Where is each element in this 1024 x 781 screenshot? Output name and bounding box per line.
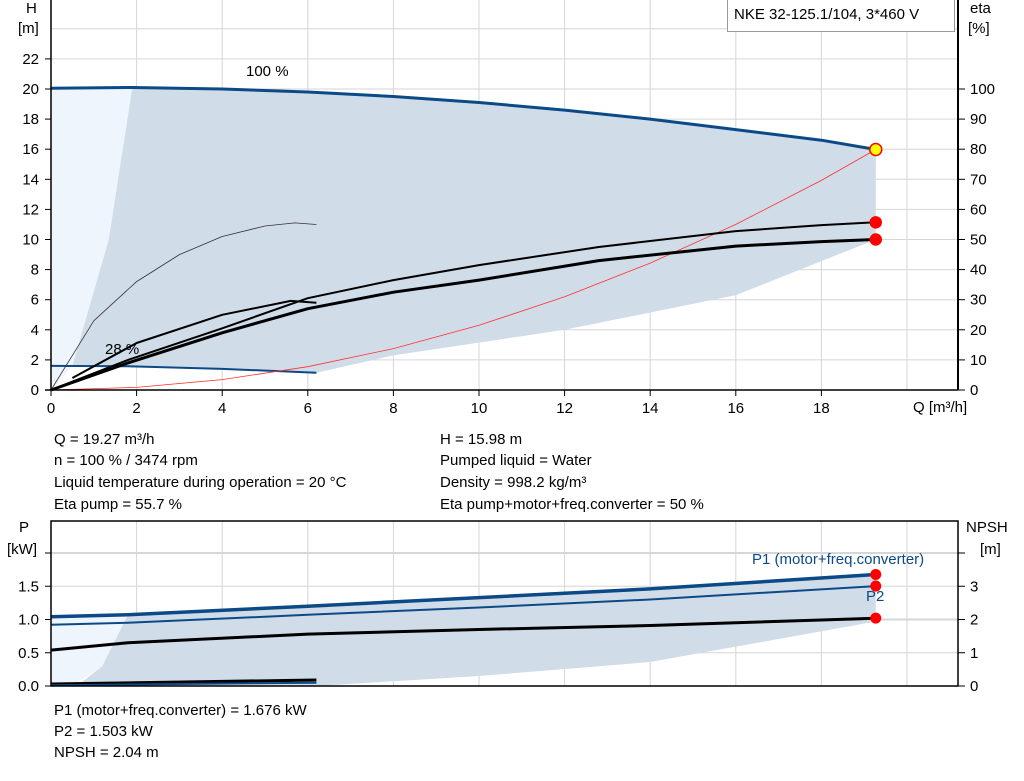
- eta-axis-label: eta: [970, 0, 991, 17]
- low-flow-area: [51, 87, 133, 391]
- p2-curve-label: P2: [866, 588, 885, 605]
- low-flow-area-power: [51, 614, 129, 686]
- p1-curve-label: P1 (motor+freq.converter): [752, 551, 925, 568]
- curve-eta-pump-100: [50, 221, 876, 391]
- power-plot-frame: [50, 520, 959, 687]
- h-tick-label: 22: [22, 51, 39, 68]
- q-tick-label: 10: [471, 400, 488, 417]
- p-axis-unit: [kW]: [7, 541, 37, 558]
- eta-tick-label: 100: [970, 81, 995, 98]
- p-tick-label: 1.0: [18, 612, 39, 629]
- h-tick-label: 6: [31, 292, 39, 309]
- point-npsh: [870, 612, 882, 624]
- h-tick-label: 0: [31, 382, 39, 399]
- curve-P1-28: [50, 678, 317, 686]
- curve-P2-28: [50, 681, 317, 687]
- info-n: n = 100 % / 3474 rpm: [54, 452, 198, 469]
- npsh-axis-label: NPSH: [966, 519, 1008, 536]
- eta-tick-label: 70: [970, 171, 987, 188]
- eta-axis-unit: [%]: [968, 20, 990, 37]
- info-p1: P1 (motor+freq.converter) = 1.676 kW: [54, 702, 307, 719]
- q-tick-label: 6: [304, 400, 312, 417]
- info-density: Density = 998.2 kg/m³: [440, 474, 587, 491]
- eta-tick-label: 0: [970, 382, 978, 399]
- npsh-tick-label: 3: [970, 578, 978, 595]
- p-tick-label: 0.5: [18, 645, 39, 662]
- curve-eta-thin: [50, 222, 317, 391]
- h-axis-label: H: [26, 0, 37, 17]
- h-tick-label: 4: [31, 322, 39, 339]
- eta-tick-label: 40: [970, 262, 987, 279]
- q-tick-label: 12: [556, 400, 573, 417]
- h-tick-label: 20: [22, 81, 39, 98]
- curve-H-100: [50, 86, 877, 151]
- h-tick-label: 16: [22, 141, 39, 158]
- eta-tick-label: 60: [970, 201, 987, 218]
- curve-P1-100: [50, 572, 876, 619]
- eta-tick-label: 50: [970, 232, 987, 249]
- npsh-tick-label: 1: [970, 645, 978, 662]
- point-p1: [870, 569, 882, 581]
- info-q: Q = 19.27 m³/h: [54, 431, 155, 448]
- h-axis-unit: [m]: [18, 20, 39, 37]
- h-tick-label: 18: [22, 111, 39, 128]
- q-tick-label: 0: [47, 400, 55, 417]
- eta-tick-label: 80: [970, 141, 987, 158]
- p-axis-label: P: [19, 519, 30, 536]
- eta-tick-label: 90: [970, 111, 987, 128]
- eta-tick-label: 20: [970, 322, 987, 339]
- pump-title-box: NKE 32-125.1/104, 3*460 V: [727, 0, 955, 32]
- q-tick-label: 16: [727, 400, 744, 417]
- q-tick-label: 18: [813, 400, 830, 417]
- eta-tick-label: 10: [970, 352, 987, 369]
- npsh-axis-unit: [m]: [980, 541, 1001, 558]
- q-tick-label: 4: [218, 400, 226, 417]
- point-eta-pump: [869, 216, 883, 229]
- curve-eta-total-100: [50, 238, 876, 392]
- info-temp: Liquid temperature during operation = 20…: [54, 474, 347, 491]
- info-p2: P2 = 1.503 kW: [54, 723, 153, 740]
- h-tick-label: 12: [22, 201, 39, 218]
- operating-range-area: [72, 87, 876, 373]
- speed-28-label: 28 %: [105, 341, 140, 358]
- q-tick-label: 2: [132, 400, 140, 417]
- eta-tick-label: 30: [970, 292, 987, 309]
- curve-NPSH-100: [50, 616, 876, 652]
- point-p2: [870, 580, 882, 592]
- pump-title: NKE 32-125.1/104, 3*460 V: [734, 6, 920, 23]
- p-tick-label: 0.0: [18, 678, 39, 695]
- p-tick-label: 1.5: [18, 578, 39, 595]
- info-eta-pump: Eta pump = 55.7 %: [54, 496, 182, 513]
- npsh-tick-label: 0: [970, 678, 978, 695]
- h-tick-label: 10: [22, 232, 39, 249]
- q-tick-label: 14: [642, 400, 659, 417]
- curve-system-curve: [50, 149, 876, 391]
- curve-eta-28: [71, 299, 317, 379]
- info-npsh: NPSH = 2.04 m: [54, 744, 159, 761]
- npsh-tick-label: 2: [970, 612, 978, 629]
- info-eta-total: Eta pump+motor+freq.converter = 50 %: [440, 496, 704, 513]
- curve-P2-100: [50, 585, 876, 626]
- curve-H-28: [50, 364, 317, 374]
- q-tick-label: 8: [389, 400, 397, 417]
- point-eta-total: [869, 233, 883, 246]
- h-tick-label: 2: [31, 352, 39, 369]
- info-h: H = 15.98 m: [440, 431, 523, 448]
- info-liquid: Pumped liquid = Water: [440, 452, 592, 469]
- h-tick-label: 14: [22, 171, 39, 188]
- speed-100-label: 100 %: [246, 63, 289, 80]
- point-operating-point: [869, 142, 883, 157]
- h-tick-label: 8: [31, 262, 39, 279]
- q-axis-label: Q [m³/h]: [913, 399, 968, 416]
